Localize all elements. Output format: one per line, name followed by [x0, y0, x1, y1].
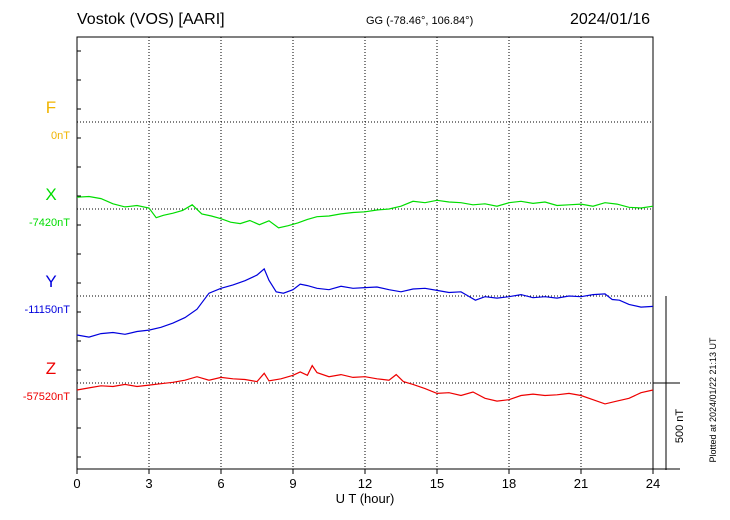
x-tick-label: 12 [358, 476, 372, 491]
x-tick-label: 21 [574, 476, 588, 491]
series-name-y: Y [45, 272, 56, 291]
x-tick-label: 18 [502, 476, 516, 491]
series-name-f: F [46, 98, 56, 117]
series-name-z: Z [46, 359, 56, 378]
x-tick-label: 6 [217, 476, 224, 491]
x-tick-label: 24 [646, 476, 660, 491]
coordinates-label: GG (-78.46°, 106.84°) [366, 15, 474, 27]
station-title: Vostok (VOS) [AARI] [77, 11, 225, 28]
series-line-x [76, 195, 654, 229]
x-tick-label: 3 [145, 476, 152, 491]
x-tick-label: 0 [73, 476, 80, 491]
date-label: 2024/01/16 [570, 11, 651, 28]
series-line-y [76, 267, 654, 338]
baseline-value-f: 0nT [51, 130, 70, 142]
series-line-z [76, 364, 654, 405]
x-axis-label: U T (hour) [336, 491, 395, 506]
plotted-at-note: Plotted at 2024/01/22 21:13 UT [708, 337, 718, 463]
baseline-value-y: -11150nT [25, 304, 71, 316]
series-name-x: X [45, 185, 56, 204]
x-tick-label: 9 [289, 476, 296, 491]
baseline-value-x: -7420nT [29, 217, 70, 229]
scale-bar-label: 500 nT [674, 409, 686, 444]
x-tick-label: 15 [430, 476, 444, 491]
baseline-value-z: -57520nT [23, 391, 70, 403]
